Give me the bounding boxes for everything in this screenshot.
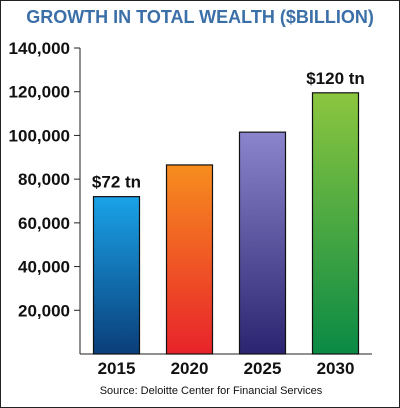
annotations: $72 tn $120 tn [92, 69, 365, 192]
y-tick-label: 60,000 [18, 214, 70, 233]
x-axis-labels: 2015 2020 2025 2030 [98, 359, 355, 378]
x-tick-label: 2025 [244, 359, 282, 378]
y-tick-label: 80,000 [18, 170, 70, 189]
y-tick-label: 100,000 [9, 126, 70, 145]
x-tick-label: 2020 [171, 359, 209, 378]
chart-title: GROWTH IN TOTAL WEALTH ($BILLION) [26, 7, 374, 27]
x-tick-label: 2030 [317, 359, 355, 378]
bar-2020 [165, 164, 214, 355]
y-tick-label: 20,000 [18, 301, 70, 320]
y-tick-label: 140,000 [9, 39, 70, 58]
bar-2015 [92, 196, 141, 355]
y-axis: 20,000 40,000 60,000 80,000 100,000 120,000 14… [9, 39, 372, 355]
bars-group [92, 92, 360, 355]
data-label: $120 tn [306, 69, 365, 88]
bar-2030 [311, 92, 360, 355]
y-tick-label: 120,000 [9, 83, 70, 102]
data-label: $72 tn [92, 173, 141, 192]
bar-2025 [238, 131, 287, 355]
x-tick-label: 2015 [98, 359, 136, 378]
source-note: Source: Deloitte Center for Financial Se… [100, 385, 323, 397]
y-tick-label: 40,000 [18, 258, 70, 277]
